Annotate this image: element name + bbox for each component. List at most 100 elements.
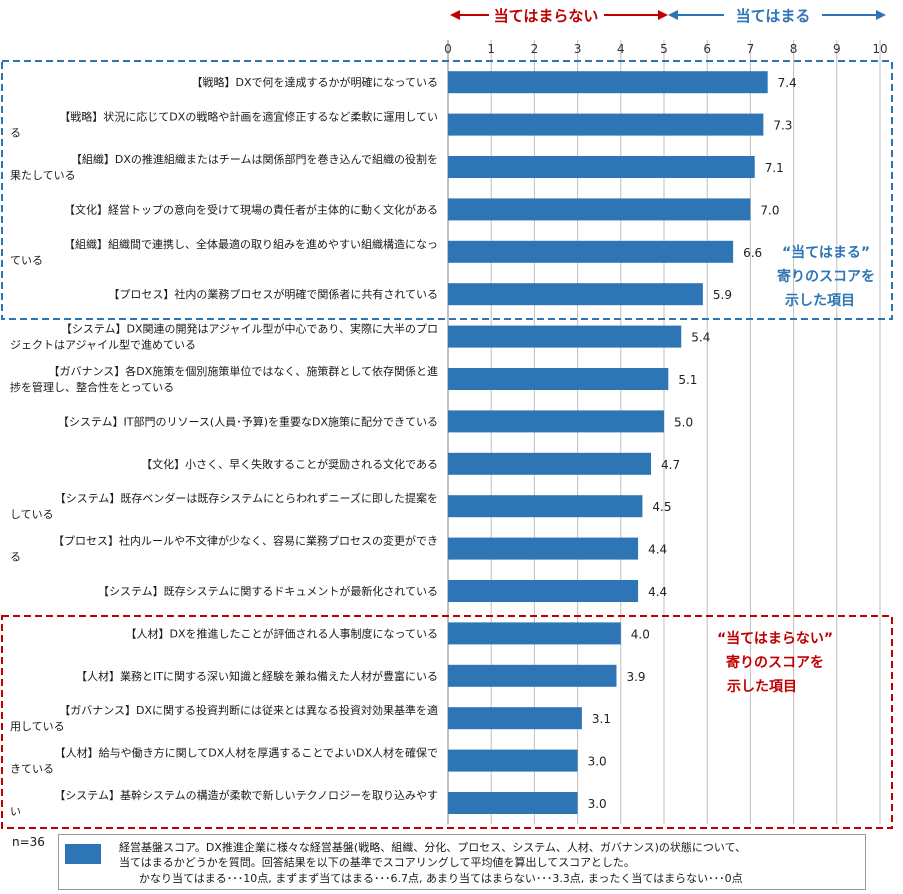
bar	[448, 537, 639, 560]
bar-value-label: 5.4	[691, 331, 710, 345]
bar-value-label: 7.0	[760, 203, 779, 217]
category-label-cont: 果たしている	[10, 169, 76, 182]
applicable-note-line1: “当てはまる”	[782, 244, 870, 261]
bar-value-label: 4.4	[648, 543, 667, 557]
not-applicable-note-line3: 示した項目	[727, 679, 797, 695]
category-label-cont: 捗を管理し、整合性をとっている	[10, 380, 174, 394]
chart-header: 当てはまらない 当てはまる	[450, 7, 886, 25]
bar	[448, 495, 643, 518]
bar-value-label: 4.0	[631, 627, 650, 641]
category-label: 【システム】基幹システムの構造が柔軟で新しいテクノロジーを取り込みやす	[54, 788, 438, 802]
category-label: 【システム】IT部門のリソース(人員･予算)を重要なDX施策に配分できている	[58, 414, 438, 428]
x-tick-label: 4	[617, 42, 625, 56]
category-label-cont: している	[10, 508, 54, 521]
bar	[448, 240, 734, 263]
bar-value-label: 5.1	[678, 373, 697, 387]
bar	[448, 410, 664, 433]
category-label: 【システム】既存システムに関するドキュメントが最新化されている	[98, 584, 438, 598]
blue-arrowhead-right	[876, 10, 886, 20]
bar-value-label: 4.7	[661, 458, 680, 472]
bars	[448, 71, 768, 814]
x-tick-label: 1	[487, 42, 495, 56]
category-label: 【プロセス】社内の業務プロセスが明確で関係者に共有されている	[108, 287, 438, 301]
bar	[448, 368, 669, 390]
header-applicable: 当てはまる	[736, 7, 811, 25]
x-tick-label: 3	[574, 42, 582, 56]
bar	[448, 71, 768, 94]
value-labels: 7.4 7.3 7.1 7.0 6.6 5.9 5.4 5.1 5.0 4.7 4.5 4.4 4.4 4…	[588, 76, 797, 811]
bar-value-label: 4.4	[648, 585, 667, 599]
legend-text-line1: 経営基盤スコア。DX推進企業に様々な経営基盤(戦略、組織、分化、プロセス、システ…	[119, 841, 747, 854]
legend-swatch	[65, 844, 101, 864]
bar-value-label: 5.0	[674, 415, 693, 429]
x-axis-ticks: 0 1 2 3 4 5 6 7 8 9 10	[444, 42, 887, 56]
bar-value-label: 3.0	[588, 797, 607, 811]
legend-text-line2: 当てはまるかどうかを質問。回答結果を以下の基準でスコアリングして平均値を算出して…	[119, 856, 635, 869]
category-label-cont: い	[10, 805, 21, 818]
category-label: 【システム】DX関連の開発はアジャイル型が中心であり、実際に大半のプロ	[61, 322, 438, 336]
x-tick-label: 2	[531, 42, 539, 56]
bar	[448, 749, 578, 772]
bar-value-label: 3.1	[592, 712, 611, 726]
bar-value-label: 7.3	[773, 119, 792, 133]
bar	[448, 198, 751, 221]
category-labels: 【戦略】DXで何を達成するかが明確になっている【戦略】状況に応じてDXの戦略や計…	[10, 75, 438, 818]
category-label-cont: 用している	[10, 720, 65, 733]
category-label-cont: きている	[10, 763, 54, 776]
category-label: 【戦略】DXで何を達成するかが明確になっている	[192, 75, 438, 89]
category-label-cont: る	[10, 127, 21, 140]
category-label: 【組織】DXの推進組織またはチームは関係部門を巻き込んで組織の役割を	[71, 152, 438, 166]
category-label: 【人材】業務とITに関する深い知識と経験を兼ね備えた人材が豊富にいる	[76, 669, 438, 683]
bar-value-label: 7.1	[765, 161, 784, 175]
bar-value-label: 5.9	[713, 288, 732, 302]
not-applicable-group-box	[1, 615, 893, 829]
bar	[448, 283, 703, 306]
category-label: 【プロセス】社内ルールや不文律が少なく、容易に業務プロセスの変更ができ	[53, 534, 438, 548]
bar	[448, 792, 578, 814]
x-tick-label: 8	[790, 42, 798, 56]
category-label-cont: る	[10, 551, 21, 564]
category-label: 【組織】組織間で連携し、全体最適の取り組みを進めやすい組織構造になっ	[64, 237, 438, 251]
applicable-group-box	[1, 60, 893, 320]
bar	[448, 707, 582, 730]
legend-box: 経営基盤スコア。DX推進企業に様々な経営基盤(戦略、組織、分化、プロセス、システ…	[58, 834, 866, 890]
bar	[448, 622, 621, 645]
blue-arrowhead-left	[668, 10, 678, 20]
x-tick-label: 6	[703, 42, 711, 56]
bar-value-label: 7.4	[778, 76, 797, 90]
bar-value-label: 4.5	[652, 500, 671, 514]
category-label: 【人材】給与や働き方に関してDX人材を厚遇することでよいDX人材を確保で	[55, 746, 438, 760]
category-label: 【システム】既存ベンダーは既存システムにとらわれずニーズに即した提案を	[55, 491, 438, 505]
applicable-note-line3: 示した項目	[785, 293, 855, 309]
applicable-note-line2: 寄りのスコアを	[777, 268, 875, 285]
x-tick-label: 5	[660, 42, 668, 56]
x-tick-label: 9	[833, 42, 841, 56]
bar	[448, 664, 617, 687]
red-arrowhead-left	[450, 10, 460, 20]
x-tick-label: 0	[444, 42, 452, 56]
category-label: 【文化】経営トップの意向を受けて現場の責任者が主体的に動く文化がある	[64, 202, 438, 216]
x-tick-label: 10	[872, 42, 887, 56]
not-applicable-note-line2: 寄りのスコアを	[726, 654, 824, 671]
bar	[448, 580, 639, 602]
not-applicable-note-line1: “当てはまらない”	[717, 630, 833, 647]
bar	[448, 113, 764, 136]
bar	[448, 325, 682, 348]
category-label: 【文化】小さく、早く失敗することが奨励される文化である	[141, 457, 438, 471]
category-label-cont: ジェクトはアジャイル型で進めている	[10, 338, 196, 352]
category-label: 【ガバナンス】各DX施策を個別施策単位ではなく、施策群として依存関係と進	[49, 364, 438, 378]
bar-value-label: 3.0	[588, 755, 607, 769]
red-arrowhead-right	[658, 10, 668, 20]
bar	[448, 156, 755, 178]
header-not-applicable: 当てはまらない	[494, 7, 599, 25]
score-bar-chart: 当てはまらない 当てはまる 0 1 2 3 4 5 6 7 8 9 10 【戦略】DXで何を達成する…	[1, 7, 893, 829]
category-label-cont: ている	[10, 254, 43, 267]
bar-value-label: 6.6	[743, 246, 762, 260]
bar-value-label: 3.9	[626, 670, 645, 684]
category-label: 【ガバナンス】DXに関する投資判断には従来とは異なる投資対効果基準を適	[59, 703, 438, 717]
category-label: 【戦略】状況に応じてDXの戦略や計画を適宜修正するなど柔軟に運用してい	[59, 110, 438, 124]
x-tick-label: 7	[747, 42, 755, 56]
legend-text-line3: かなり当てはまる･･･10点, まずまず当てはまる･･･6.7点, あまり当ては…	[139, 872, 743, 885]
bar	[448, 452, 652, 475]
sample-size-label: n=36	[12, 835, 45, 849]
